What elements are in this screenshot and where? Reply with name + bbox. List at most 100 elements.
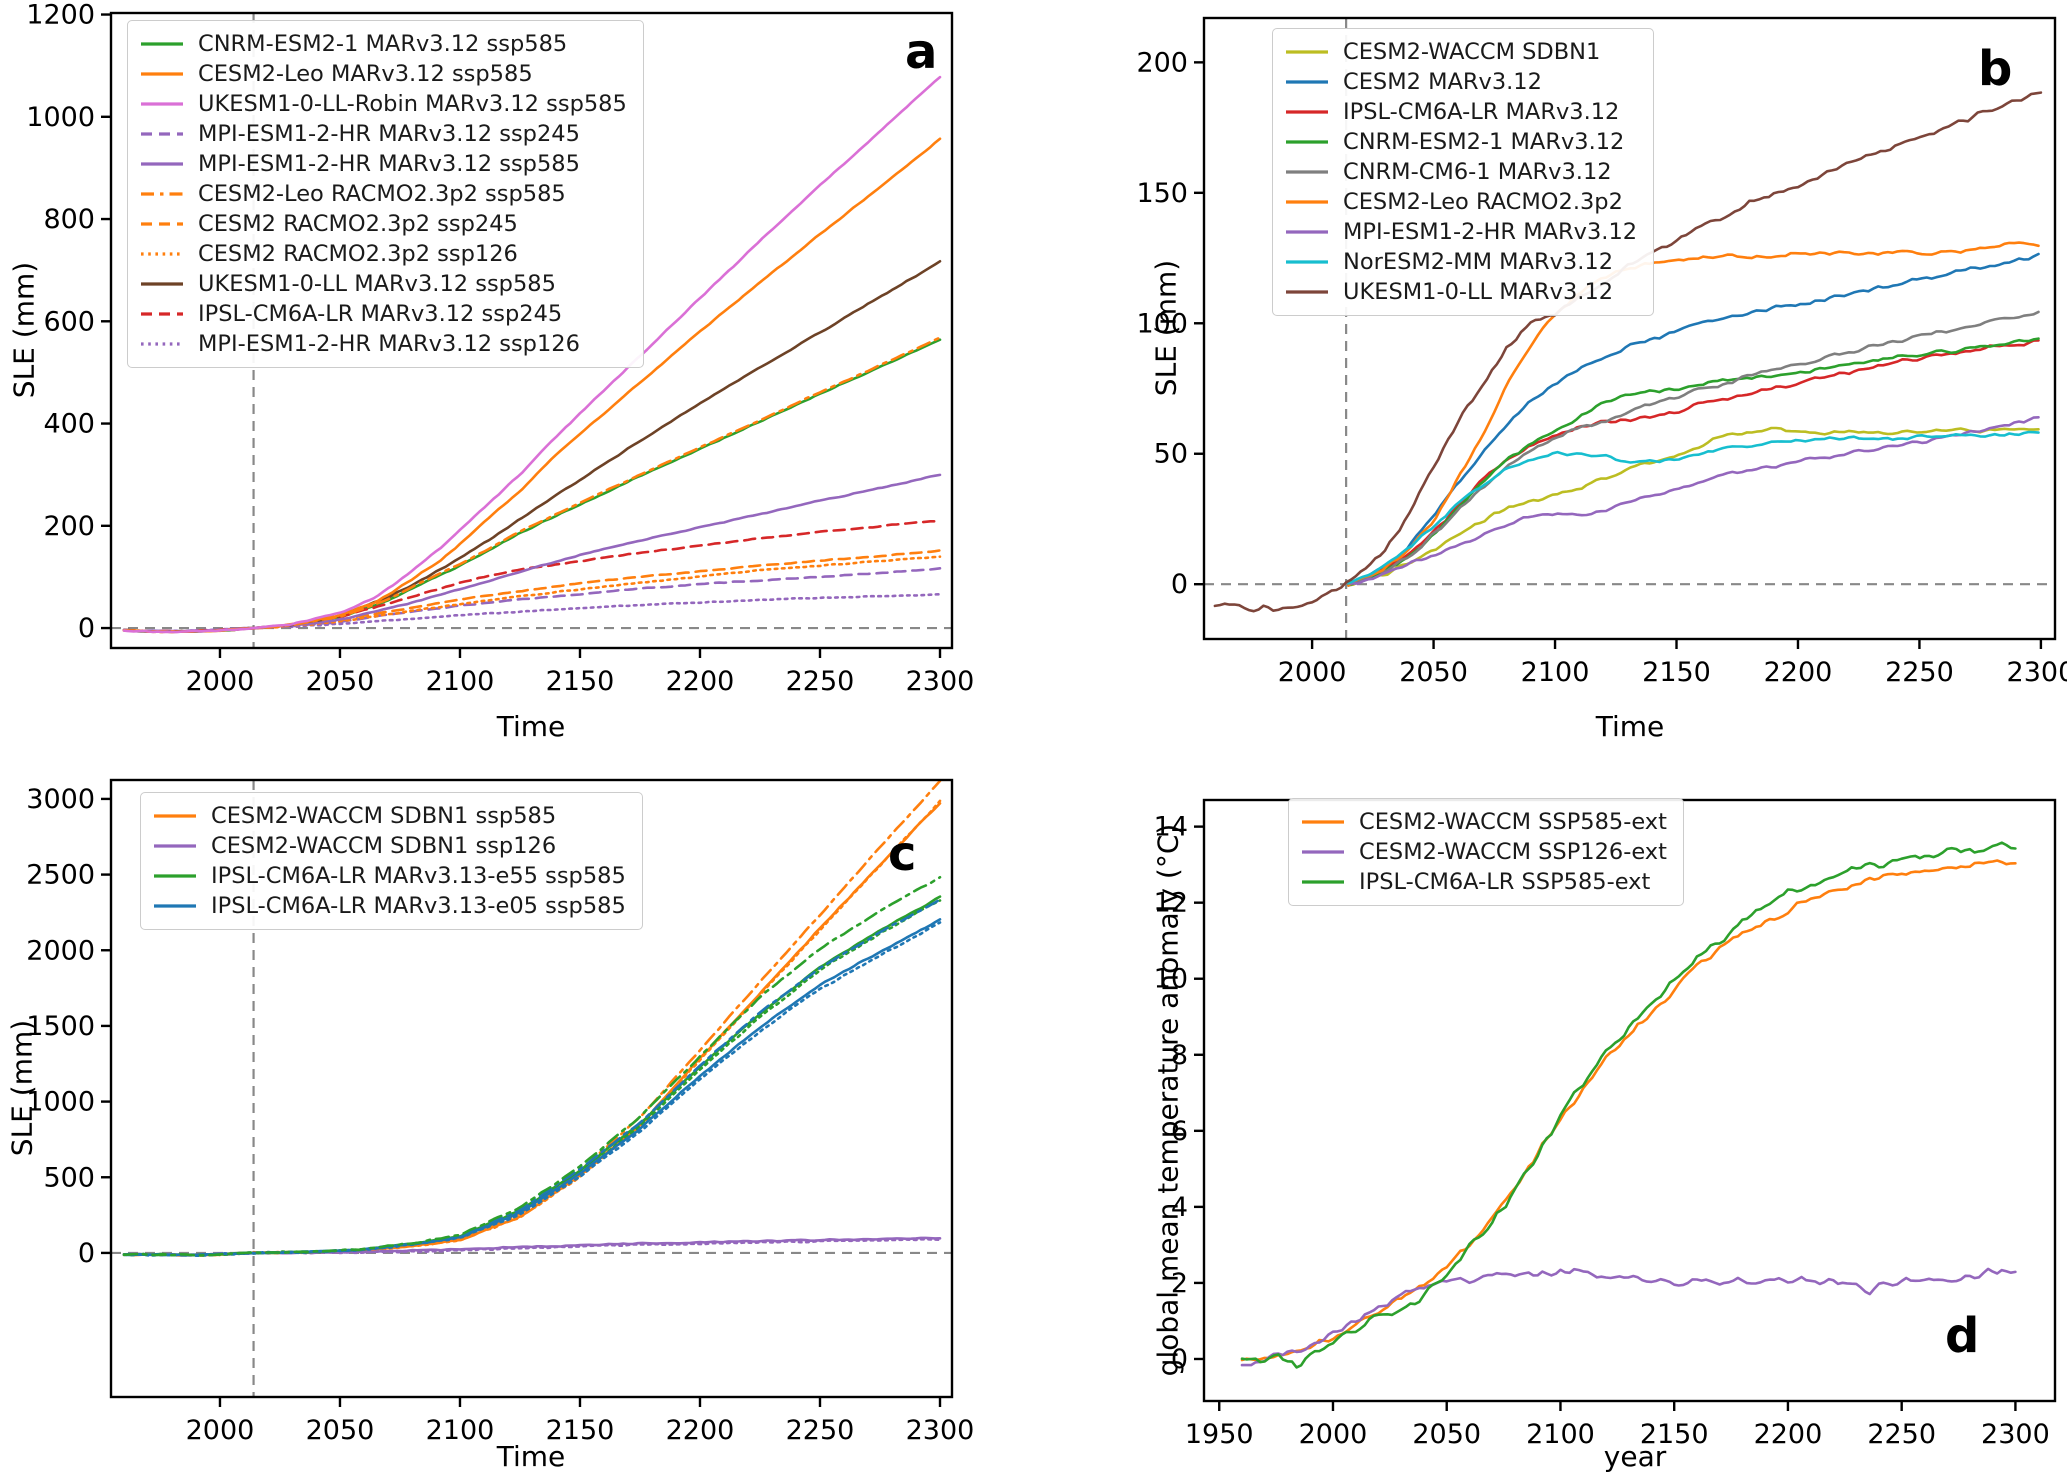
x-tick-label: 2100 [426, 1415, 495, 1446]
series-line-mpi-esm1-2-hr-ssp585 [122, 473, 942, 633]
series-line-ipsl-e05-dashdot [122, 898, 942, 1257]
legend-entry-label: IPSL-CM6A-LR MARv3.12 [1343, 99, 1620, 125]
legend-line-sample [141, 252, 183, 256]
legend-entry: CNRM-ESM2-1 MARv3.12 [1285, 127, 1637, 157]
x-tick-label: 2050 [306, 666, 375, 697]
y-tick-label: 50 [1154, 439, 1188, 470]
axis-ticks: 1950 2000 2050 2100 2150 2200 2250 2300 0 2 4 6 8 10 1… [1154, 812, 2050, 1450]
axis-ticks: 2000 2050 2100 2150 2200 2250 2300 0 200 400 600 80… [26, 0, 974, 697]
y-tick-label: 100 [1136, 308, 1188, 339]
x-tick-label: 2050 [306, 1415, 375, 1446]
x-tick-label: 2300 [2007, 657, 2067, 688]
legend-entry-label: CESM2-Leo RACMO2.3p2 [1343, 189, 1623, 215]
legend-entry: CESM2-WACCM SSP585-ext [1301, 807, 1667, 837]
series-line-noresm2-mm-mar [1347, 430, 2040, 585]
legend-entry: CESM2-Leo RACMO2.3p2 [1285, 187, 1637, 217]
legend-line-sample [141, 42, 183, 46]
x-tick-label: 2000 [186, 1415, 255, 1446]
legend-entry-label: IPSL-CM6A-LR MARv3.12 ssp245 [198, 301, 563, 327]
x-tick-label: 2050 [1399, 657, 1468, 688]
legend-line-sample [141, 222, 183, 226]
legend-entry-label: CESM2-WACCM SDBN1 [1343, 39, 1601, 65]
legend-line-sample [1286, 110, 1328, 114]
y-tick-label: 1000 [26, 102, 95, 133]
legend-a: CNRM-ESM2-1 MARv3.12 ssp585 CESM2-Leo MAR… [127, 20, 644, 368]
legend-line-sample [141, 342, 183, 346]
legend-line-sample [1286, 170, 1328, 174]
x-tick-label: 2100 [426, 666, 495, 697]
series-line-cesm2-waccm-sdbn1 [1347, 426, 2040, 587]
axis-ticks: 2000 2050 2100 2150 2200 2250 2300 0 500 1000 1500… [26, 784, 974, 1446]
series-line-mpi-esm1-2-hr-ssp126 [122, 592, 942, 633]
panel-letter-d: d [1945, 1308, 1980, 1364]
legend-entry: CNRM-ESM2-1 MARv3.12 ssp585 [140, 29, 627, 59]
y-tick-label: 0 [1171, 569, 1188, 600]
legend-line-sample [1302, 850, 1344, 854]
legend-entry: CESM2-Leo RACMO2.3p2 ssp585 [140, 179, 627, 209]
panel-letter-b: b [1978, 41, 2013, 97]
legend-entry: UKESM1-0-LL MARv3.12 [1285, 277, 1637, 307]
x-tick-label: 2000 [1278, 657, 1347, 688]
x-tick-label: 2300 [906, 666, 975, 697]
legend-line-sample [141, 282, 183, 286]
legend-line-sample [154, 844, 196, 848]
x-tick-label: 2000 [186, 666, 255, 697]
y-tick-label: 0 [1171, 1344, 1188, 1375]
y-tick-label: 14 [1154, 812, 1188, 843]
x-tick-label: 2200 [666, 666, 735, 697]
panel-a-plot: 2000 2050 2100 2150 2200 2250 2300 0 200 400 600 80… [26, 0, 974, 697]
series-group [122, 779, 942, 1257]
legend-entry-label: MPI-ESM1-2-HR MARv3.12 [1343, 219, 1638, 245]
legend-entry-label: CESM2 RACMO2.3p2 ssp245 [198, 211, 518, 237]
legend-entry-label: CESM2-WACCM SDBN1 ssp585 [211, 803, 557, 829]
series-line-cnrm-esm2-1-ssp585 [122, 338, 942, 634]
legend-line-sample [141, 72, 183, 76]
panel-letter-a: a [905, 24, 938, 80]
series-group [1240, 841, 2017, 1369]
x-axis-label-d: year [1603, 1440, 1667, 1473]
panel-c-plot: 2000 2050 2100 2150 2200 2250 2300 0 500 1000 1500… [26, 778, 974, 1446]
x-tick-label: 2250 [1867, 1419, 1936, 1450]
series-line-ipsl-cm6a-lr-ssp585-ext [1240, 841, 2017, 1369]
legend-entry-label: NorESM2-MM MARv3.12 [1343, 249, 1614, 275]
x-tick-label: 2250 [786, 1415, 855, 1446]
series-line-cesm2-racmo-ssp245 [122, 549, 942, 634]
legend-entry-label: IPSL-CM6A-LR MARv3.13-e55 ssp585 [211, 863, 626, 889]
y-axis-label-b: SLE (mm) [1149, 259, 1183, 397]
y-tick-label: 600 [43, 306, 95, 337]
y-tick-label: 2 [1171, 1268, 1188, 1299]
x-axis-label-a: Time [496, 710, 566, 743]
y-tick-label: 1000 [26, 1087, 95, 1118]
legend-entry-label: CNRM-CM6-1 MARv3.12 [1343, 159, 1612, 185]
legend-line-sample [1302, 820, 1344, 824]
legend-line-sample [1286, 200, 1328, 204]
legend-entry-label: IPSL-CM6A-LR MARv3.13-e05 ssp585 [211, 893, 626, 919]
axes-spines [109, 11, 954, 650]
legend-entry: CESM2 RACMO2.3p2 ssp126 [140, 239, 627, 269]
legend-entry-label: MPI-ESM1-2-HR MARv3.12 ssp245 [198, 121, 580, 147]
legend-entry: IPSL-CM6A-LR MARv3.12 ssp245 [140, 299, 627, 329]
x-tick-label: 2300 [1981, 1419, 2050, 1450]
x-tick-label: 1950 [1185, 1419, 1254, 1450]
legend-entry: UKESM1-0-LL-Robin MARv3.12 ssp585 [140, 89, 627, 119]
legend-entry: MPI-ESM1-2-HR MARv3.12 ssp585 [140, 149, 627, 179]
y-tick-label: 6 [1171, 1116, 1188, 1147]
y-tick-label: 12 [1154, 888, 1188, 919]
legend-entry: CESM2 MARv3.12 [1285, 67, 1637, 97]
y-axis-label-c: SLE (mm) [5, 1019, 39, 1157]
y-tick-label: 1200 [26, 0, 95, 31]
y-tick-label: 200 [1136, 47, 1188, 78]
legend-line-sample [154, 904, 196, 908]
series-line-cnrm-esm2-1-mar [1347, 337, 2040, 587]
x-tick-label: 2200 [1754, 1419, 1823, 1450]
legend-entry-label: UKESM1-0-LL MARv3.12 ssp585 [198, 271, 556, 297]
legend-entry: CESM2-WACCM SDBN1 ssp585 [153, 801, 626, 831]
x-tick-label: 2250 [1885, 657, 1954, 688]
legend-entry-label: CESM2 RACMO2.3p2 ssp126 [198, 241, 518, 267]
legend-entry: UKESM1-0-LL MARv3.12 ssp585 [140, 269, 627, 299]
legend-entry-label: CESM2-Leo RACMO2.3p2 ssp585 [198, 181, 566, 207]
legend-entry: MPI-ESM1-2-HR MARv3.12 ssp245 [140, 119, 627, 149]
series-line-ipsl-cm6a-lr-mar [1347, 339, 2040, 585]
